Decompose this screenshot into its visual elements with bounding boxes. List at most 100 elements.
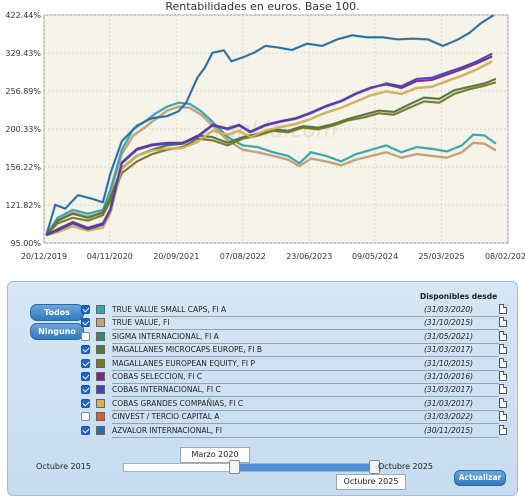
y-tick-label: 422.44% xyxy=(5,11,41,20)
document-icon[interactable] xyxy=(499,397,507,408)
line-chart: rankia.com95.00%121.82%156.22%200.33%256… xyxy=(5,11,525,261)
chart-area: Rentabilidades en euros. Base 100. ranki… xyxy=(5,0,525,261)
fund-checkbox[interactable] xyxy=(81,305,90,314)
row-divider xyxy=(112,369,499,371)
slider-selected-range xyxy=(234,464,374,471)
available-since-header: Disponibles desde xyxy=(420,292,498,301)
y-tick-label: 95.00% xyxy=(10,239,41,248)
date-range-slider[interactable] xyxy=(123,463,381,472)
fund-row: TRUE VALUE SMALL CAPS, FI A (31/03/2020) xyxy=(81,304,509,317)
row-divider xyxy=(112,342,499,344)
fund-color-swatch xyxy=(96,345,105,355)
document-icon[interactable] xyxy=(499,357,507,368)
slider-min-label: Octubre 2015 xyxy=(36,462,91,471)
document-icon[interactable] xyxy=(499,317,507,328)
x-tick-label: 20/12/2019 xyxy=(21,252,67,261)
x-tick-label: 23/06/2023 xyxy=(286,252,332,261)
fund-checkbox[interactable] xyxy=(81,412,90,422)
fund-row: AZVALOR INTERNACIONAL, FI (30/11/2015) xyxy=(81,424,509,438)
fund-row: MAGALLANES EUROPEAN EQUITY, FI P (31/10/2… xyxy=(81,357,509,371)
document-icon[interactable] xyxy=(499,330,507,341)
fund-name: TRUE VALUE SMALL CAPS, FI A xyxy=(112,305,227,314)
fund-checkbox[interactable] xyxy=(81,372,90,381)
fund-available-date: (31/03/2022) xyxy=(424,412,474,422)
fund-row: COBAS INTERNACIONAL, FI C (31/03/2017) xyxy=(81,384,509,398)
x-tick-label: 09/05/2024 xyxy=(352,252,398,261)
fund-color-swatch xyxy=(96,331,105,341)
fund-color-swatch xyxy=(96,358,105,368)
fund-row: COBAS SELECCION, FI C (31/10/2016) xyxy=(81,371,509,384)
fund-checkbox[interactable] xyxy=(81,318,90,328)
fund-selection-panel: Todos Ninguno Disponibles desde TRUE VAL… xyxy=(7,281,518,496)
document-icon[interactable] xyxy=(499,411,507,422)
fund-row: CINVEST / TERCIO CAPITAL A (31/03/2022) xyxy=(81,411,509,425)
fund-name: COBAS SELECCION, FI C xyxy=(112,372,203,381)
fund-name: COBAS GRANDES COMPAÑIAS, FI C xyxy=(112,398,244,408)
slider-start-handle[interactable] xyxy=(229,460,241,474)
fund-color-swatch xyxy=(96,398,105,408)
fund-available-date: (31/03/2017) xyxy=(424,385,474,395)
document-icon[interactable] xyxy=(499,304,507,314)
fund-name: COBAS INTERNACIONAL, FI C xyxy=(112,385,221,395)
fund-available-date: (31/10/2015) xyxy=(424,318,474,328)
row-divider xyxy=(112,329,499,331)
fund-row: MAGALLANES MICROCAPS EUROPE, FI B (31/03/… xyxy=(81,344,509,358)
row-divider xyxy=(112,423,499,425)
fund-name: SIGMA INTERNACIONAL, FI A xyxy=(112,331,219,341)
fund-color-swatch xyxy=(96,305,105,314)
fund-checkbox[interactable] xyxy=(81,398,90,408)
fund-available-date: (31/03/2017) xyxy=(424,398,474,408)
row-divider xyxy=(112,356,499,358)
fund-color-swatch xyxy=(96,425,105,435)
series-line xyxy=(45,14,495,236)
fund-name: CINVEST / TERCIO CAPITAL A xyxy=(112,412,220,422)
y-tick-label: 256.89% xyxy=(5,87,41,96)
document-icon[interactable] xyxy=(499,344,507,355)
fund-checkbox[interactable] xyxy=(81,345,90,355)
select-none-button[interactable]: Ninguno xyxy=(30,323,84,340)
fund-available-date: (31/03/2017) xyxy=(424,345,474,355)
x-tick-label: 07/08/2022 xyxy=(220,252,266,261)
fund-color-swatch xyxy=(96,385,105,395)
fund-color-swatch xyxy=(96,318,105,328)
fund-name: AZVALOR INTERNACIONAL, FI xyxy=(112,425,222,435)
slider-end-handle[interactable] xyxy=(369,460,380,474)
fund-color-swatch xyxy=(96,412,105,422)
row-divider xyxy=(112,409,499,411)
x-tick-label: 20/09/2021 xyxy=(153,252,199,261)
fund-checkbox[interactable] xyxy=(81,425,90,435)
fund-row: COBAS GRANDES COMPAÑIAS, FI C (31/03/2017… xyxy=(81,397,509,411)
y-tick-label: 121.82% xyxy=(5,201,41,210)
y-tick-label: 156.22% xyxy=(5,163,41,172)
y-tick-label: 329.43% xyxy=(5,49,41,58)
x-tick-label: 08/02/2026 xyxy=(485,252,525,261)
fund-available-date: (31/03/2020) xyxy=(424,305,474,314)
row-divider xyxy=(112,396,499,398)
fund-available-date: (30/11/2015) xyxy=(424,425,474,435)
fund-available-date: (31/10/2015) xyxy=(424,358,474,368)
fund-name: TRUE VALUE, FI xyxy=(112,318,170,328)
fund-name: MAGALLANES EUROPEAN EQUITY, FI P xyxy=(112,358,256,368)
select-all-button[interactable]: Todos xyxy=(30,304,84,321)
fund-row: TRUE VALUE, FI (31/10/2015) xyxy=(81,317,509,331)
series-line xyxy=(45,52,493,237)
fund-available-date: (31/05/2021) xyxy=(424,331,474,341)
fund-row: SIGMA INTERNACIONAL, FI A (31/05/2021) xyxy=(81,330,509,344)
slider-end-value: Octubre 2025 xyxy=(336,474,406,490)
series-line xyxy=(45,81,497,236)
update-button[interactable]: Actualizar xyxy=(454,470,506,486)
row-divider xyxy=(112,383,499,384)
fund-checkbox[interactable] xyxy=(81,385,90,395)
fund-available-date: (31/10/2016) xyxy=(424,372,474,381)
y-tick-label: 200.33% xyxy=(5,125,41,134)
slider-max-label: Octubre 2025 xyxy=(378,462,433,471)
chart-title: Rentabilidades en euros. Base 100. xyxy=(165,0,360,13)
series-line xyxy=(45,105,497,236)
document-icon[interactable] xyxy=(499,371,507,381)
slider-start-value: Marzo 2020 xyxy=(180,447,250,463)
row-divider xyxy=(112,316,499,317)
fund-checkbox[interactable] xyxy=(81,331,90,341)
document-icon[interactable] xyxy=(499,384,507,395)
fund-checkbox[interactable] xyxy=(81,358,90,368)
document-icon[interactable] xyxy=(499,424,507,435)
